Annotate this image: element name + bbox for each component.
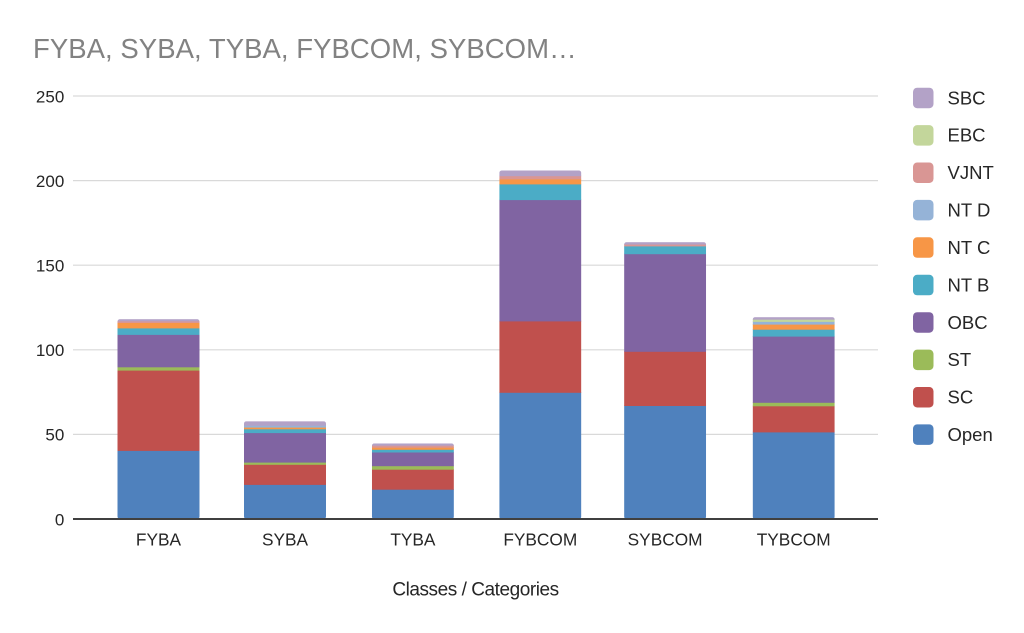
svg-text:SYBA: SYBA <box>262 530 309 550</box>
svg-text:50: 50 <box>45 426 64 445</box>
svg-text:FYBA: FYBA <box>136 530 182 550</box>
svg-text:SC: SC <box>948 387 974 408</box>
svg-text:ST: ST <box>948 349 972 370</box>
svg-text:EBC: EBC <box>948 125 986 146</box>
svg-text:FYBCOM: FYBCOM <box>503 530 577 550</box>
svg-text:250: 250 <box>36 87 64 106</box>
svg-text:NT D: NT D <box>948 200 991 221</box>
svg-text:Classes / Categories: Classes / Categories <box>392 580 558 601</box>
svg-text:150: 150 <box>36 257 64 276</box>
svg-text:SBC: SBC <box>948 87 986 108</box>
svg-text:SYBCOM: SYBCOM <box>628 530 703 550</box>
svg-text:OBC: OBC <box>948 312 988 333</box>
svg-text:NT B: NT B <box>948 274 990 295</box>
svg-text:TYBA: TYBA <box>390 530 436 550</box>
svg-text:TYBCOM: TYBCOM <box>757 530 831 550</box>
svg-text:100: 100 <box>36 341 64 360</box>
svg-text:VJNT: VJNT <box>948 162 994 183</box>
svg-text:200: 200 <box>36 172 64 191</box>
svg-text:Open: Open <box>948 424 993 445</box>
svg-text:NT C: NT C <box>948 237 991 258</box>
svg-text:0: 0 <box>55 510 64 529</box>
svg-text:FYBA, SYBA, TYBA, FYBCOM, SYBC: FYBA, SYBA, TYBA, FYBCOM, SYBCOM… <box>33 33 577 64</box>
